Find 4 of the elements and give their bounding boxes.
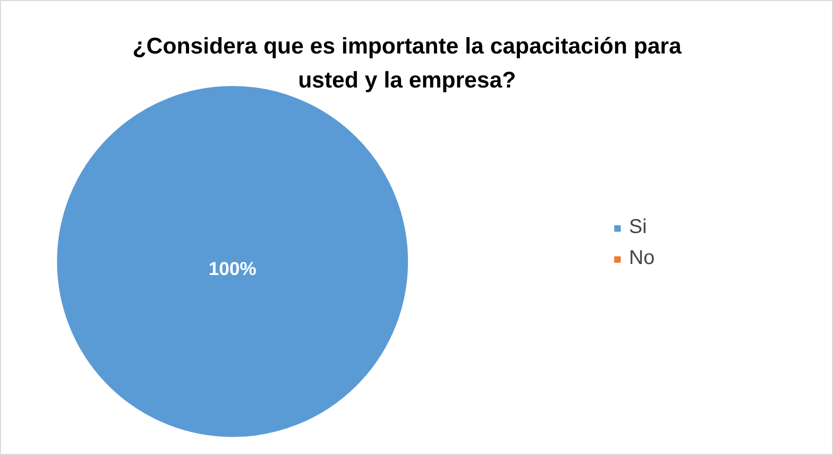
legend-label: No [629,247,655,270]
data-label: 100% [208,258,257,279]
legend-label: Si [629,216,648,239]
chart-title: ¿Considera que es importante la capacitación para usted y la empresa? [132,32,682,92]
